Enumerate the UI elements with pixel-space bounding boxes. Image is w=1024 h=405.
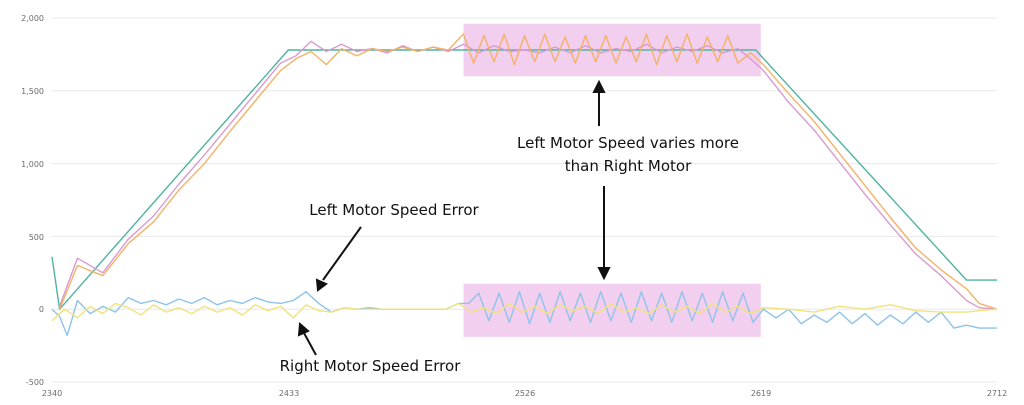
series-lines: [51, 33, 998, 337]
highlight-regions: [463, 23, 761, 337]
y-tick-label: -500: [26, 378, 44, 387]
series-line-target: [51, 49, 997, 310]
annotation-left-motor-speed-error: Left Motor Speed Error: [309, 201, 479, 219]
y-tick-label: 2,000: [21, 14, 44, 23]
series-line-left-speed: [58, 33, 998, 310]
arrow-to-right-error: [303, 332, 317, 356]
series-line-right-error: [51, 302, 998, 322]
annotation-arrows: [297, 79, 611, 356]
series-line-left-error: [51, 291, 997, 337]
x-tick-label: 2526: [515, 389, 535, 398]
y-tick-label: 1,000: [21, 160, 44, 169]
annotation-left-speed-varies-line2: than Right Motor: [565, 157, 692, 175]
arrowhead: [297, 321, 310, 337]
x-tick-label: 2619: [751, 389, 771, 398]
y-tick-label: 500: [29, 233, 44, 242]
x-tick-label: 2340: [42, 389, 62, 398]
arrowhead: [592, 79, 606, 93]
annotation-right-motor-speed-error: Right Motor Speed Error: [280, 357, 462, 375]
y-tick-label: 1,500: [21, 87, 44, 96]
y-tick-label: 0: [39, 305, 44, 314]
arrowhead: [315, 278, 328, 292]
arrow-to-left-error: [322, 226, 362, 281]
arrowhead: [597, 267, 611, 281]
x-tick-label: 2433: [279, 389, 299, 398]
x-tick-label: 2712: [987, 389, 1007, 398]
annotation-left-speed-varies: Left Motor Speed varies more: [517, 134, 739, 152]
series-line-right-speed: [58, 40, 998, 310]
